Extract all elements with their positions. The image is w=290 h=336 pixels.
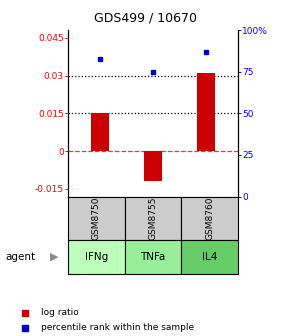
Bar <box>197 73 215 151</box>
Text: agent: agent <box>6 252 36 262</box>
Bar <box>125 240 181 274</box>
Text: GSM8755: GSM8755 <box>148 197 157 240</box>
Text: IL4: IL4 <box>202 252 217 262</box>
Text: percentile rank within the sample: percentile rank within the sample <box>41 323 194 332</box>
Bar <box>91 114 109 151</box>
Bar <box>181 197 238 240</box>
Text: GSM8760: GSM8760 <box>205 197 214 240</box>
Text: ▶: ▶ <box>50 252 58 262</box>
Text: TNFa: TNFa <box>140 252 166 262</box>
Bar <box>181 240 238 274</box>
Text: IFNg: IFNg <box>85 252 108 262</box>
Text: log ratio: log ratio <box>41 308 78 317</box>
Bar <box>144 151 162 181</box>
Text: GDS499 / 10670: GDS499 / 10670 <box>93 12 197 25</box>
Text: GSM8750: GSM8750 <box>92 197 101 240</box>
Bar <box>68 240 125 274</box>
Bar <box>125 197 181 240</box>
Bar <box>68 197 125 240</box>
